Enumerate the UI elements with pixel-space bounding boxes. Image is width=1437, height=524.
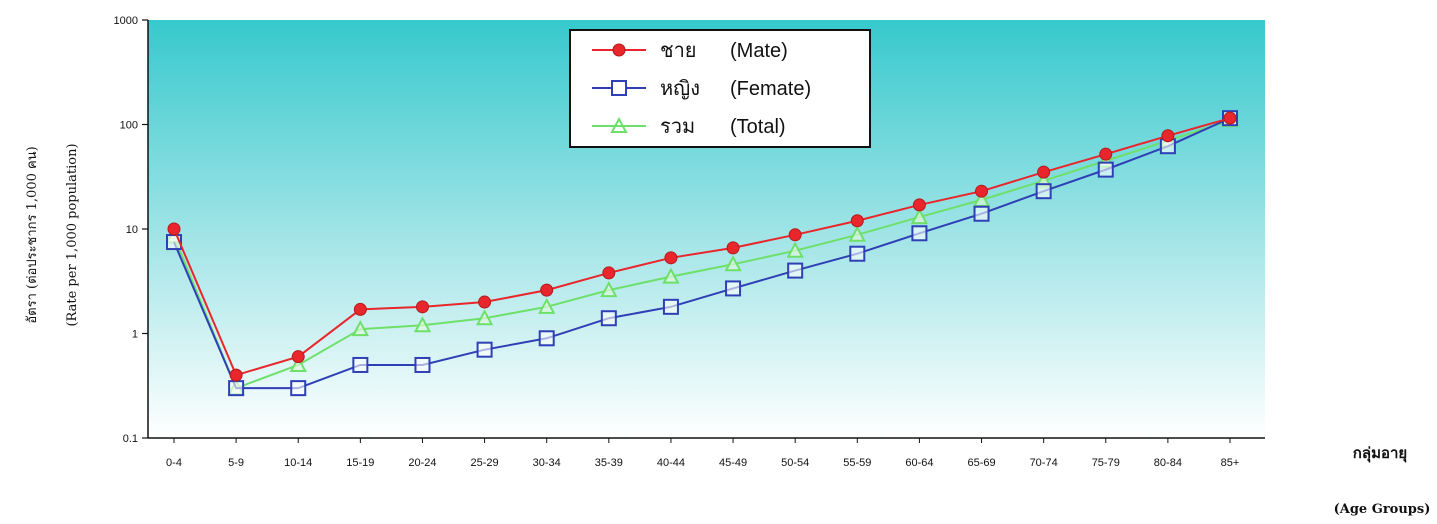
y-axis: 0.1 1 10 100 1000 xyxy=(114,15,149,445)
data-point xyxy=(476,341,493,358)
data-point xyxy=(478,295,492,309)
x-tick-label: 30-34 xyxy=(533,457,561,469)
y-tick-label: 1 xyxy=(132,329,138,341)
legend-label-total-en: (Total) xyxy=(730,116,786,138)
data-point xyxy=(540,283,554,297)
x-tick-label: 15-19 xyxy=(346,457,374,469)
series-line xyxy=(173,117,1231,390)
data-point xyxy=(910,207,929,225)
series-female xyxy=(166,110,1238,397)
legend-label-female: หญิง xyxy=(660,78,700,100)
y-tick-label: 10 xyxy=(126,224,138,236)
x-tick-label: 10-14 xyxy=(284,457,312,469)
x-tick-label: 55-59 xyxy=(843,457,871,469)
data-point xyxy=(1037,165,1051,179)
x-tick-label: 65-69 xyxy=(967,457,995,469)
y-tick-label: 0.1 xyxy=(123,433,138,445)
data-point xyxy=(786,241,804,258)
legend-label-male-en: (Mate) xyxy=(730,40,788,62)
legend-label-male: ชาย xyxy=(660,40,697,62)
data-point xyxy=(662,267,680,284)
data-point xyxy=(1035,183,1052,200)
x-tick-label: 35-39 xyxy=(595,457,623,469)
legend-entry-total: รวม (Total) xyxy=(592,116,786,138)
series-total xyxy=(165,111,1239,396)
data-point xyxy=(1097,161,1114,178)
x-tick-label: 60-64 xyxy=(905,457,933,469)
y-tick-label: 1000 xyxy=(114,15,138,27)
x-tick-label: 25-29 xyxy=(471,457,499,469)
data-point xyxy=(724,255,742,272)
legend-entry-female: หญิง (Femate) xyxy=(592,78,811,100)
y-axis-title-en: (Rate per 1,000 population) xyxy=(65,143,80,326)
data-point xyxy=(600,310,617,327)
x-tick-label: 45-49 xyxy=(719,457,747,469)
data-point xyxy=(1223,111,1237,125)
x-tick-label: 85+ xyxy=(1221,457,1240,469)
data-point xyxy=(849,245,866,262)
data-point xyxy=(787,262,804,279)
data-point xyxy=(228,380,245,397)
x-tick-label: 50-54 xyxy=(781,457,809,469)
legend-marker-circle xyxy=(612,43,626,57)
data-point xyxy=(975,184,989,198)
legend-label-total: รวม xyxy=(660,116,695,138)
data-point xyxy=(290,380,307,397)
data-point xyxy=(602,266,616,280)
data-point xyxy=(414,356,431,373)
data-point xyxy=(167,222,181,236)
legend-marker-square xyxy=(611,80,627,96)
legend-entry-male: ชาย (Mate) xyxy=(592,40,788,62)
data-point xyxy=(788,228,802,242)
x-axis: 0-4 5-9 10-14 15-19 20-24 25-29 30-34 35-39 40-4… xyxy=(148,437,1265,469)
data-point xyxy=(664,251,678,265)
data-point xyxy=(289,355,307,372)
x-tick-label: 40-44 xyxy=(657,457,685,469)
data-point xyxy=(475,309,494,326)
series-line xyxy=(173,117,1231,377)
x-axis-title-en: (Age Groups) xyxy=(1334,502,1431,517)
data-point xyxy=(662,298,679,315)
data-point xyxy=(353,302,367,316)
data-point xyxy=(538,330,555,347)
legend-marker-triangle xyxy=(610,116,628,133)
data-point xyxy=(726,241,740,255)
legend-label-female-en: (Femate) xyxy=(730,78,811,100)
series-line xyxy=(173,119,1231,390)
data-point xyxy=(725,280,742,297)
x-tick-label: 75-79 xyxy=(1092,457,1120,469)
x-tick-label: 70-74 xyxy=(1030,457,1058,469)
data-point xyxy=(415,300,429,314)
x-tick-label: 5-9 xyxy=(228,457,244,469)
data-point xyxy=(538,297,556,314)
data-point xyxy=(291,350,305,364)
series-male xyxy=(167,111,1237,382)
x-tick-label: 20-24 xyxy=(408,457,436,469)
data-point xyxy=(1161,129,1175,143)
data-point xyxy=(911,225,928,242)
data-point xyxy=(352,356,369,373)
legend: ชาย (Mate) หญิง (Femate) รวม (Total) xyxy=(569,29,871,148)
data-point xyxy=(1099,147,1113,161)
data-point xyxy=(229,368,243,382)
data-point xyxy=(351,320,370,337)
data-point xyxy=(850,214,864,228)
series-layer xyxy=(165,110,1239,397)
data-point xyxy=(973,205,990,222)
y-axis-title-thai: อัตรา (ต่อประชากร 1,000 คน) xyxy=(25,146,40,323)
data-point xyxy=(600,281,618,298)
data-point xyxy=(413,316,432,333)
y-tick-label: 100 xyxy=(120,120,138,132)
data-point xyxy=(848,225,866,242)
x-axis-title-thai: กลุ่มอายุ xyxy=(1353,444,1407,463)
data-point xyxy=(912,198,926,212)
x-tick-label: 0-4 xyxy=(166,457,182,469)
x-tick-label: 80-84 xyxy=(1154,457,1182,469)
